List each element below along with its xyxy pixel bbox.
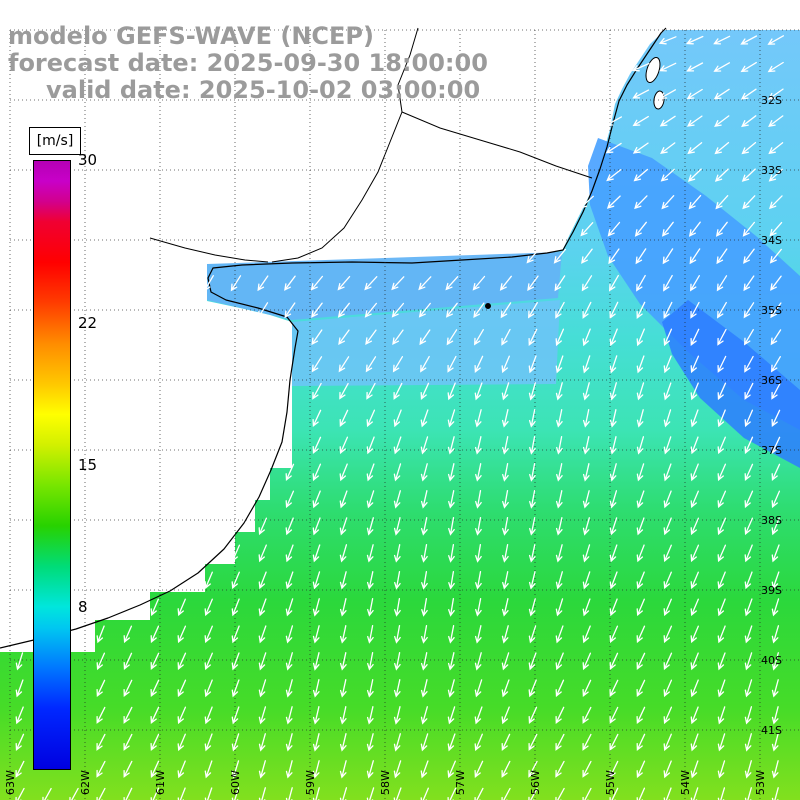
lon-label: 53W	[754, 770, 767, 795]
lon-label: 56W	[529, 770, 542, 795]
lon-label: 54W	[679, 770, 692, 795]
grid-labels: 32S 33S 34S 35S 36S 37S 38S 39S 40S 41S 63W 62W 61W 6…	[4, 94, 782, 795]
colorbar-tick-label: 8	[78, 598, 88, 617]
model-title: modelo GEFS-WAVE (NCEP)	[8, 22, 374, 50]
lon-label: 61W	[154, 770, 167, 795]
lat-label: 33S	[761, 164, 782, 177]
lon-label: 57W	[454, 770, 467, 795]
lon-label: 62W	[79, 770, 92, 795]
lat-label: 39S	[761, 584, 782, 597]
river-line	[401, 111, 593, 179]
colorbar-gradient	[33, 160, 71, 770]
coastline	[0, 27, 667, 649]
lat-label: 32S	[761, 94, 782, 107]
colorbar-tick-label: 15	[78, 456, 98, 474]
lon-label: 58W	[379, 770, 392, 795]
colorbar-tick-label: 22	[78, 313, 98, 332]
lagoon-outline	[645, 56, 661, 84]
lat-label: 38S	[761, 514, 782, 527]
lon-label: 55W	[604, 770, 617, 795]
lat-label: 36S	[761, 374, 782, 387]
river-line	[271, 27, 419, 263]
colorbar-tick-label: 30	[78, 151, 98, 169]
grid-lines	[9, 29, 800, 800]
field-patch-plata-band	[207, 252, 562, 320]
lat-label: 40S	[761, 654, 782, 667]
field-patch-deep-blue	[662, 300, 800, 468]
lon-label: 59W	[304, 770, 317, 795]
forecast-date: forecast date: 2025-09-30 18:00:00	[8, 49, 488, 77]
wind-arrows	[15, 35, 785, 800]
valid-date: valid date: 2025-10-02 03:00:00	[46, 76, 481, 104]
lat-label: 41S	[761, 724, 782, 737]
colorbar-unit-label: [m/s]	[29, 127, 81, 155]
river-line	[149, 237, 269, 263]
lat-label: 35S	[761, 304, 782, 317]
lon-label: 60W	[229, 770, 242, 795]
lon-label: 63W	[4, 770, 17, 795]
city-dot	[485, 303, 491, 309]
field-patch-coast-lightblue	[292, 300, 560, 386]
lat-label: 37S	[761, 444, 782, 457]
lat-label: 34S	[761, 234, 782, 247]
ocean-field	[0, 30, 800, 800]
